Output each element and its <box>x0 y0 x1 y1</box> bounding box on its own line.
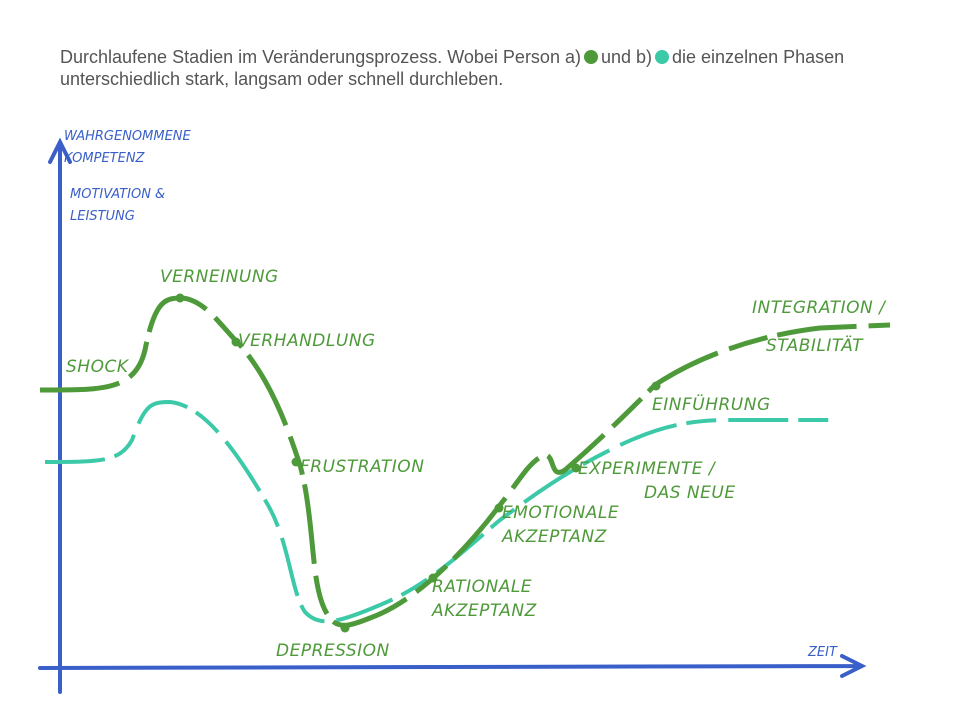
phase-dot <box>340 623 350 633</box>
phase-label: AKZEPTANZ <box>431 601 537 621</box>
phase-label: EXPERIMENTE / <box>578 459 717 479</box>
phase-label: DAS NEUE <box>644 483 736 503</box>
phase-label: DEPRESSION <box>276 641 390 661</box>
phase-dot <box>494 503 504 513</box>
phase-dot <box>571 463 581 473</box>
y-axis-label: WAHRGENOMMENE <box>64 129 192 144</box>
axes <box>38 137 867 694</box>
caption-text: Durchlaufene Stadien im Veränderungsproz… <box>60 47 581 67</box>
phase-label: EINFÜHRUNG <box>652 393 771 415</box>
x-axis <box>38 654 867 678</box>
caption-text: und b) <box>600 47 653 67</box>
phase-dot <box>231 337 241 347</box>
phase-label: STABILITÄT <box>766 335 864 356</box>
phase-label: AKZEPTANZ <box>501 527 607 547</box>
y-axis <box>48 137 72 694</box>
phase-label: VERNEINUNG <box>160 267 279 287</box>
caption-text: die einzelnen Phasen unterschiedlich sta… <box>60 47 845 89</box>
phase-label: FRUSTRATION <box>300 457 424 477</box>
curve-person-b <box>44 399 830 624</box>
y-axis-label: MOTIVATION & <box>70 187 165 202</box>
phase-label: RATIONALE <box>432 577 532 597</box>
phase-label: EMOTIONALE <box>502 503 619 523</box>
phase-label: INTEGRATION / <box>752 298 887 318</box>
phase-dot <box>175 293 185 303</box>
caption: Durchlaufene Stadien im Veränderungsproz… <box>60 46 900 90</box>
phase-dot <box>651 381 661 391</box>
y-axis-label: KOMPETENZ <box>64 151 146 166</box>
y-axis-label: LEISTUNG <box>70 209 135 224</box>
phase-label: VERHANDLUNG <box>238 331 376 351</box>
x-axis-label: ZEIT <box>807 645 838 660</box>
phase-dot <box>291 457 301 467</box>
icon-person-b <box>655 50 670 64</box>
phase-dot <box>428 573 438 583</box>
phase-label: SHOCK <box>66 357 130 377</box>
icon-person-a <box>583 50 598 64</box>
